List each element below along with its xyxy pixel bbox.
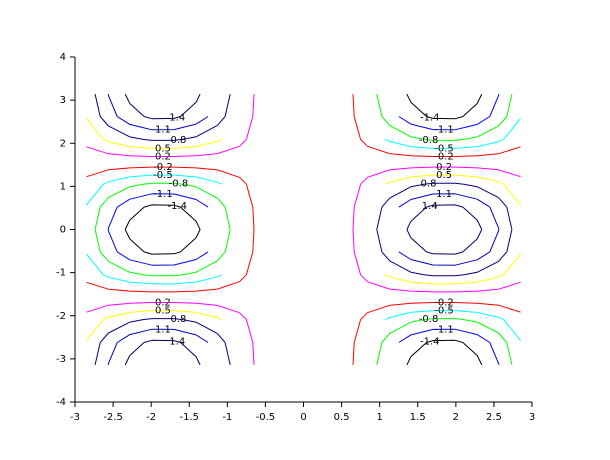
x-tick-label: 0 <box>300 412 306 423</box>
x-tick-label: 1 <box>376 412 382 423</box>
contour-line <box>385 174 521 285</box>
contour-label: -0.2 <box>434 151 454 162</box>
x-tick-label: -0.5 <box>256 412 276 423</box>
contour-line <box>86 174 222 285</box>
contour-label: -0.8 <box>169 179 189 190</box>
contour-line <box>94 182 231 277</box>
y-tick-label: -2 <box>56 311 66 322</box>
contour-label: -0.2 <box>153 162 173 173</box>
contour-line <box>94 93 231 366</box>
x-tick-label: -3 <box>70 412 80 423</box>
contour-label: 0.5 <box>436 170 452 181</box>
contour-label: 1.1 <box>155 125 171 136</box>
contour-line <box>385 118 521 341</box>
contour-label: 0.5 <box>155 143 171 154</box>
contour-label: 1.1 <box>436 189 452 200</box>
contour-label: -0.5 <box>153 170 173 181</box>
contour-label: -1.1 <box>434 125 454 136</box>
contour-line <box>124 204 201 255</box>
y-tick-label: 0 <box>60 225 66 236</box>
contour-label: 1.1 <box>155 324 171 335</box>
contour-label: 1.4 <box>169 112 185 123</box>
contour-label: -1.1 <box>434 324 454 335</box>
contour-label: 1.4 <box>169 337 185 348</box>
x-tick-label: 2.5 <box>486 412 502 423</box>
x-tick-label: -2.5 <box>103 412 123 423</box>
contour-label: 0.8 <box>170 314 186 325</box>
contour-label: -1.4 <box>420 337 440 348</box>
contour-label: 0.2 <box>436 162 452 173</box>
y-tick-label: 3 <box>60 95 66 106</box>
contour-line <box>376 93 513 366</box>
y-tick-label: -1 <box>56 268 66 279</box>
contour-line <box>86 118 222 341</box>
contour-line <box>376 182 513 277</box>
contour-line <box>86 94 255 365</box>
contour-label: -1.4 <box>168 201 188 212</box>
contour-line <box>352 94 521 365</box>
contour-label: -0.8 <box>419 135 439 146</box>
y-tick-label: 4 <box>60 52 66 63</box>
contour-label: 0.2 <box>155 151 171 162</box>
contour-label: 0.8 <box>421 179 437 190</box>
y-tick-label: -3 <box>56 354 66 365</box>
contour-label: -0.5 <box>434 143 454 154</box>
y-tick-label: 1 <box>60 181 66 192</box>
x-tick-label: -2 <box>146 412 156 423</box>
contour-line <box>398 193 500 266</box>
x-tick-label: 3 <box>529 412 535 423</box>
contour-label: -0.8 <box>419 314 439 325</box>
contour-line <box>124 93 201 366</box>
contour-line <box>107 193 209 266</box>
contour-line <box>398 93 500 366</box>
contour-line <box>406 93 483 366</box>
x-tick-label: -1.5 <box>179 412 199 423</box>
y-tick-label: -4 <box>56 397 66 408</box>
x-tick-label: 1.5 <box>410 412 426 423</box>
contour-label: 1.4 <box>422 201 438 212</box>
x-tick-label: -1 <box>222 412 232 423</box>
y-tick-label: 2 <box>60 138 66 149</box>
contour-label: 0.5 <box>155 306 171 317</box>
contour-line <box>86 166 255 293</box>
contour-line <box>352 166 521 293</box>
contour-label: -0.2 <box>434 298 454 309</box>
contour-label: 0.2 <box>155 298 171 309</box>
contour-label: -1.1 <box>153 189 173 200</box>
contour-label: -1.4 <box>420 112 440 123</box>
x-tick-label: 0.5 <box>334 412 350 423</box>
contour-line <box>107 93 209 366</box>
x-tick-label: 2 <box>453 412 459 423</box>
contour-line <box>406 204 483 255</box>
contour-label: -0.5 <box>434 306 454 317</box>
contour-label: 0.8 <box>170 135 186 146</box>
